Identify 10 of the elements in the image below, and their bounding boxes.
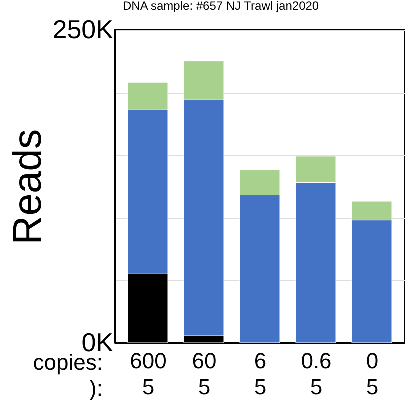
chart-title: DNA sample: #657 NJ Trawl jan2020 [123,0,320,13]
x-tick-label: 6 5 [254,348,267,400]
y-tick-label: 250K [52,14,114,44]
y-axis-title: Reads [6,129,50,245]
y-tick-label: 0K [82,328,114,358]
x-tick-label: 0.6 5 [301,348,332,400]
x-tick-label: 0 5 [366,348,379,400]
x-tick-label: 60 5 [192,348,217,400]
text: ): [90,376,103,401]
x-tick-label: 600 5 [130,348,167,400]
